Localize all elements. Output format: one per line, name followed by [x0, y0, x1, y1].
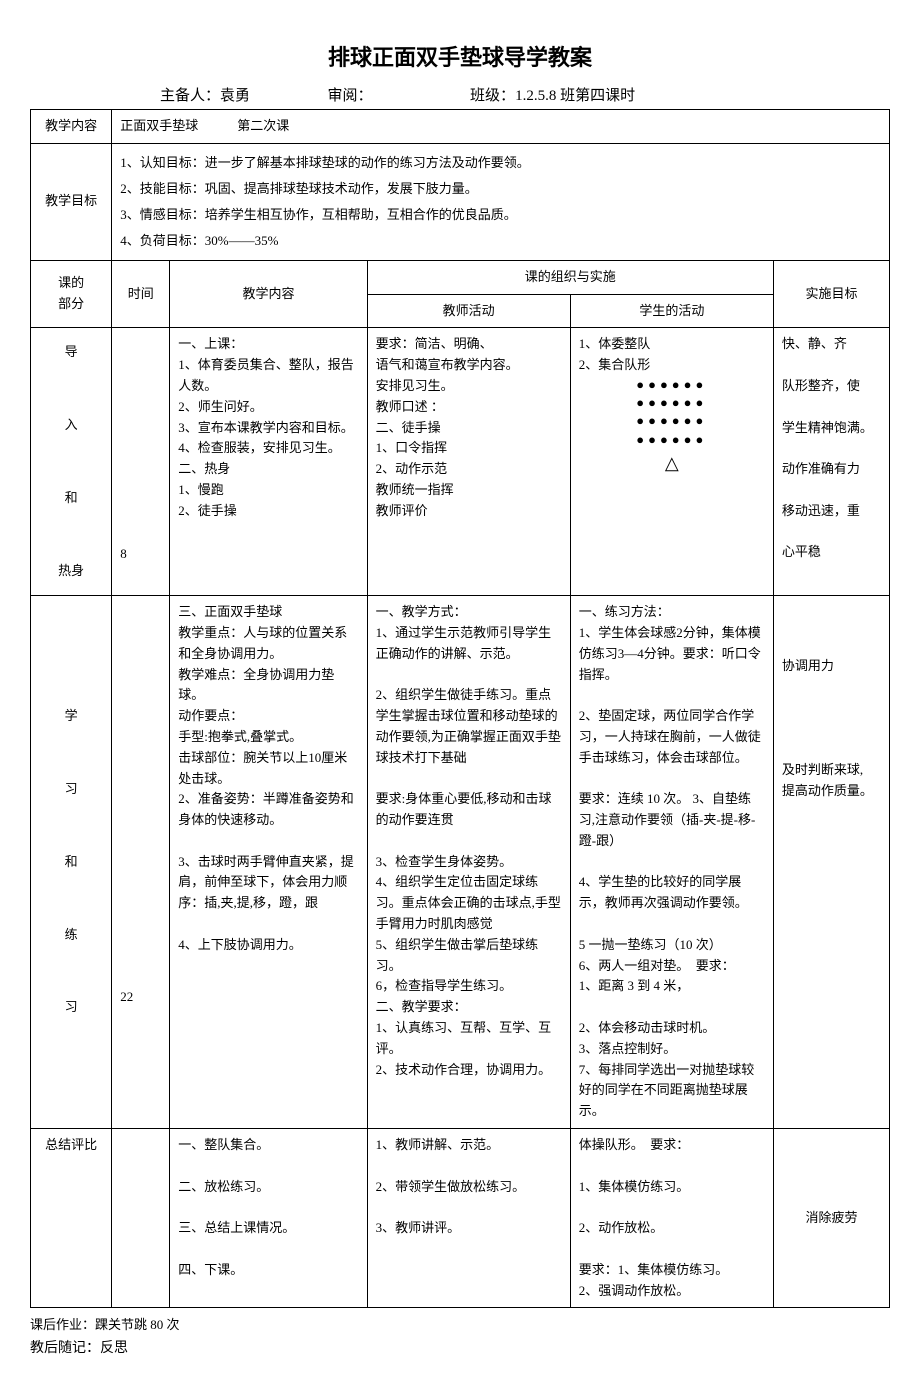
s1-student-text: 1、体委整队 2、集合队形	[579, 334, 765, 376]
s2-goal: 协调用力 及时判断来球, 提高动作质量。	[773, 596, 889, 1129]
s1-student: 1、体委整队 2、集合队形 ●●●●●● ●●●●●● ●●●●●● ●●●●●…	[570, 328, 773, 596]
teach-content-row: 教学内容 正面双手垫球 第二次课	[31, 110, 890, 144]
preparer-label: 主备人：	[160, 84, 220, 105]
class-label: 班级：	[470, 84, 515, 105]
preparer: 袁勇	[220, 84, 250, 105]
subtitle-row: 主备人：袁勇 审阅： 班级：1.2.5.8 班第四课时	[30, 84, 890, 105]
teach-goal-label: 教学目标	[31, 143, 112, 260]
hdr-part: 课的 部分	[31, 260, 112, 328]
s2-student: 一、练习方法： 1、学生体会球感2分钟，集体模仿练习3—4分钟。要求：听口令指挥…	[570, 596, 773, 1129]
hdr-student: 学生的活动	[570, 294, 773, 328]
s1-goal: 快、静、齐 队形整齐，使 学生精神饱满。 动作准确有力 移动迅速，重 心平稳	[773, 328, 889, 596]
s3-time	[112, 1129, 170, 1308]
s1-teacher: 要求：简洁、明确、 语气和蔼宣布教学内容。 安排见习生。 教师口述 ： 二、徒手…	[367, 328, 570, 596]
teacher-triangle-icon: △	[579, 449, 765, 478]
s2-content: 三、正面双手垫球 教学重点：人与球的位置关系和全身协调用力。 教学难点：全身协调…	[170, 596, 367, 1129]
reflection: 教后随记：反思	[30, 1337, 890, 1361]
teach-goal-row: 教学目标 1、认知目标：进一步了解基本排球垫球的动作的练习方法及动作要领。 2、…	[31, 143, 890, 260]
footer: 课后作业：踝关节跳 80 次 教后随记：反思	[30, 1314, 890, 1360]
homework: 课后作业：踝关节跳 80 次	[30, 1314, 890, 1336]
s1-label: 导 入 和 热身	[31, 328, 112, 596]
s2-time: 22	[112, 596, 170, 1129]
teach-content: 正面双手垫球 第二次课	[112, 110, 890, 144]
section-summary: 总结评比 一、整队集合。 二、放松练习。 三、总结上课情况。 四、下课。 1、教…	[31, 1129, 890, 1308]
s2-label: 学 习 和 练 习	[31, 596, 112, 1129]
s3-goal: 消除疲劳	[773, 1129, 889, 1308]
section-practice: 学 习 和 练 习 22 三、正面双手垫球 教学重点：人与球的位置关系和全身协调…	[31, 596, 890, 1129]
lesson-table: 教学内容 正面双手垫球 第二次课 教学目标 1、认知目标：进一步了解基本排球垫球…	[30, 109, 890, 1308]
hdr-time: 时间	[112, 260, 170, 328]
hdr-content: 教学内容	[170, 260, 367, 328]
s1-content: 一、上课： 1、体育委员集合、整队，报告人数。 2、师生问好。 3、宣布本课教学…	[170, 328, 367, 596]
page-title: 排球正面双手垫球导学教案	[30, 40, 890, 72]
s3-label: 总结评比	[31, 1129, 112, 1308]
s3-teacher: 1、教师讲解、示范。 2、带领学生做放松练习。 3、教师讲评。	[367, 1129, 570, 1308]
s3-content: 一、整队集合。 二、放松练习。 三、总结上课情况。 四、下课。	[170, 1129, 367, 1308]
section-intro: 导 入 和 热身 8 一、上课： 1、体育委员集合、整队，报告人数。 2、师生问…	[31, 328, 890, 596]
hdr-org: 课的组织与实施	[367, 260, 773, 294]
s3-student: 体操队形。 要求： 1、集体模仿练习。 2、动作放松。 要求：1、集体模仿练习。…	[570, 1129, 773, 1308]
teach-content-label: 教学内容	[31, 110, 112, 144]
class: 1.2.5.8 班第四课时	[515, 84, 635, 105]
reviewer-label: 审阅：	[328, 84, 373, 105]
header-row-1: 课的 部分 时间 教学内容 课的组织与实施 实施目标	[31, 260, 890, 294]
s2-teacher: 一、教学方式： 1、通过学生示范教师引导学生正确动作的讲解、示范。 2、组织学生…	[367, 596, 570, 1129]
hdr-goal: 实施目标	[773, 260, 889, 328]
formation-dots-icon: ●●●●●● ●●●●●● ●●●●●● ●●●●●●	[579, 376, 765, 449]
s1-time: 8	[112, 328, 170, 596]
teach-goal: 1、认知目标：进一步了解基本排球垫球的动作的练习方法及动作要领。 2、技能目标：…	[112, 143, 890, 260]
hdr-teacher: 教师活动	[367, 294, 570, 328]
